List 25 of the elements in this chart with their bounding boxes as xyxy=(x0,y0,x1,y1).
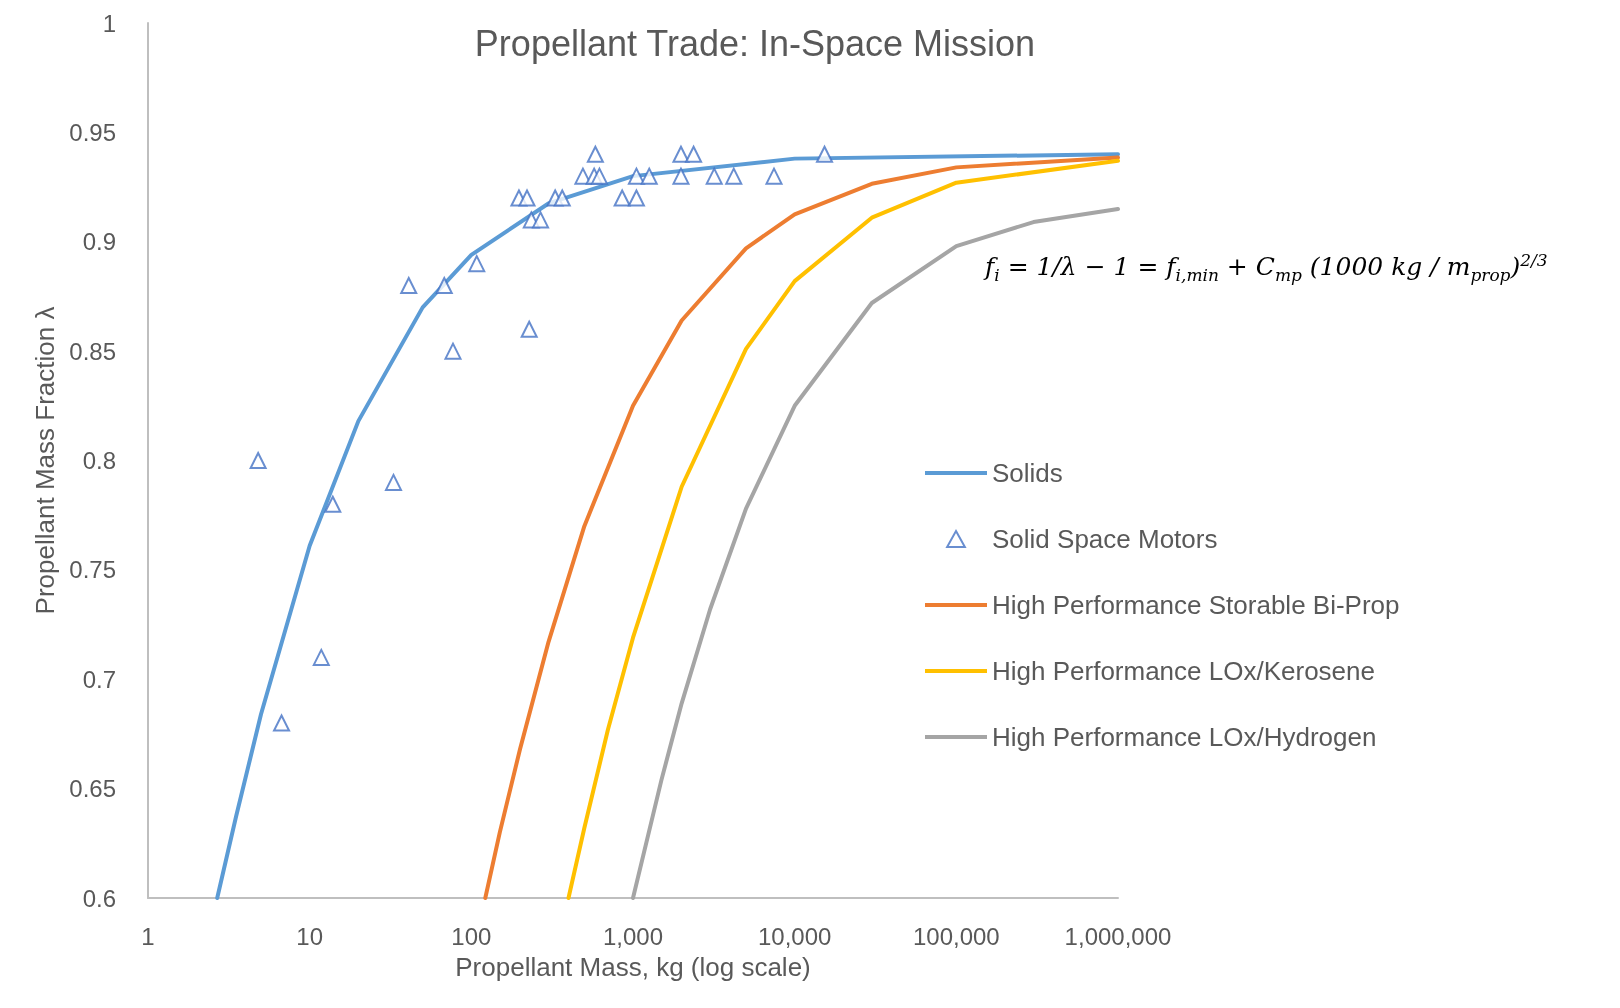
y-tick-label: 1 xyxy=(102,9,116,37)
equation-text: f$_{i}$ = 1/λ − 1 = f$_{i,min}$ + C$_{mp}$ (1000 kg / m$_{prop}$)$^{2/3}$ xyxy=(985,250,1548,286)
chart-title: Propellant Trade: In-Space Mission xyxy=(474,22,1036,64)
x-tick-label: 100 xyxy=(451,922,492,950)
y-tick-label: 0.75 xyxy=(69,556,116,584)
legend-label: High Performance LOx/Hydrogen xyxy=(992,722,1377,752)
x-axis-title: Propellant Mass, kg (log scale) xyxy=(455,952,811,982)
y-tick-label: 0.65 xyxy=(69,775,116,803)
x-tick-label: 10 xyxy=(296,922,324,950)
x-tick-label: 1,000,000 xyxy=(1064,922,1172,950)
legend-label: High Performance LOx/Kerosene xyxy=(992,656,1375,686)
x-tick-label: 1 xyxy=(141,922,155,950)
legend-label: High Performance Storable Bi-Prop xyxy=(992,590,1400,620)
x-tick-label: 10,000 xyxy=(757,922,832,950)
x-tick-label: 100,000 xyxy=(912,922,1000,950)
y-tick-label: 0.7 xyxy=(82,665,116,693)
y-tick-label: 0.95 xyxy=(69,118,116,146)
y-axis-title: Propellant Mass Fraction λ xyxy=(30,306,60,615)
y-tick-label: 0.8 xyxy=(82,447,116,474)
y-tick-label: 0.6 xyxy=(82,884,116,912)
y-tick-label: 0.85 xyxy=(69,337,116,365)
y-tick-label: 0.9 xyxy=(82,228,116,256)
legend-label: Solids xyxy=(992,458,1063,488)
legend-label: Solid Space Motors xyxy=(992,524,1218,554)
x-tick-label: 1,000 xyxy=(602,922,664,950)
